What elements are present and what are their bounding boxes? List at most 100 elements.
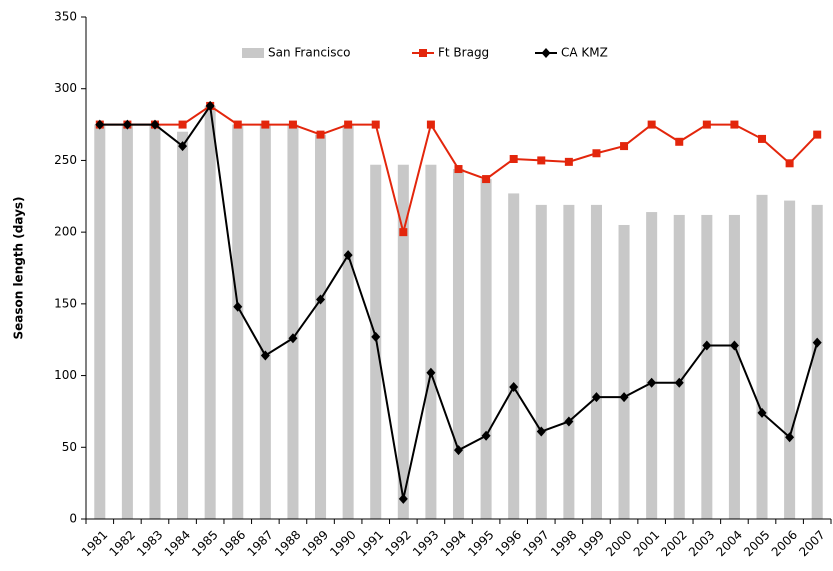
bar: [94, 124, 106, 520]
x-tick-label: 1994: [438, 528, 469, 559]
x-tick-label: 2003: [686, 528, 717, 559]
bar: [728, 214, 740, 519]
marker: [674, 377, 684, 388]
marker: [730, 120, 739, 129]
bar: [452, 169, 465, 519]
x-tick-label: 1993: [410, 528, 441, 559]
bar: [480, 179, 492, 519]
x-tick-label: 1981: [79, 528, 110, 559]
y-tick-label: 250: [54, 153, 77, 167]
bar: [121, 124, 133, 520]
marker: [482, 175, 491, 184]
bar: [342, 124, 354, 520]
bar: [784, 200, 796, 520]
marker: [454, 445, 463, 456]
bar: [508, 193, 520, 519]
x-tick-label: 2006: [769, 528, 800, 559]
x-tick-label: 1992: [382, 528, 413, 559]
bar: [811, 204, 823, 520]
legend-label: San Francisco: [268, 46, 350, 60]
x-tick-label: 2004: [714, 528, 745, 559]
marker: [564, 416, 574, 427]
y-tick-label: 350: [54, 10, 77, 24]
marker: [454, 165, 463, 174]
marker: [205, 100, 215, 111]
marker: [812, 337, 822, 348]
marker: [785, 159, 794, 168]
bar: [673, 214, 685, 519]
x-tick-label: 2000: [603, 528, 634, 559]
marker: [757, 407, 767, 418]
x-tick-label: 1991: [355, 528, 386, 559]
bar: [204, 105, 216, 519]
marker: [419, 49, 427, 57]
marker: [647, 377, 657, 388]
marker: [481, 430, 491, 441]
x-tick-label: 1997: [520, 528, 551, 559]
x-tick-label: 1990: [327, 528, 358, 559]
marker: [150, 119, 160, 130]
marker: [813, 130, 822, 139]
bar: [259, 124, 271, 520]
x-tick-label: 2005: [741, 528, 772, 559]
x-tick-label: 2007: [796, 528, 827, 559]
marker: [399, 228, 408, 237]
marker: [260, 350, 270, 361]
legend-label: Ft Bragg: [438, 46, 489, 60]
marker: [509, 382, 519, 393]
marker: [288, 120, 297, 129]
bar: [590, 204, 602, 520]
bar: [315, 134, 327, 519]
bar: [425, 164, 437, 519]
y-tick-label: 50: [62, 440, 77, 454]
x-tick-label: 1998: [548, 528, 579, 559]
x-tick-label: 2001: [631, 528, 662, 559]
x-tick-label: 1999: [576, 528, 607, 559]
bar: [177, 131, 189, 519]
x-tick-label: 1982: [106, 528, 137, 559]
bar: [397, 164, 409, 519]
x-tick-label: 1986: [217, 528, 248, 559]
marker: [261, 120, 270, 129]
marker: [758, 134, 767, 143]
x-tick-label: 1996: [493, 528, 524, 559]
legend-swatch: [242, 48, 264, 58]
y-tick-label: 200: [54, 225, 77, 239]
marker: [122, 119, 132, 130]
marker: [316, 130, 325, 139]
y-tick-label: 300: [54, 81, 77, 95]
marker: [233, 120, 242, 129]
marker: [702, 120, 711, 129]
marker: [619, 392, 629, 403]
bar: [646, 212, 658, 519]
x-tick-label: 1989: [300, 528, 331, 559]
marker: [343, 250, 353, 261]
marker: [785, 432, 795, 443]
marker: [178, 120, 187, 129]
bar: [618, 224, 630, 519]
marker: [95, 119, 105, 130]
y-axis-label: Season length (days): [12, 196, 26, 339]
x-tick-label: 2002: [658, 528, 689, 559]
y-tick-label: 0: [69, 512, 77, 526]
marker: [288, 333, 298, 344]
marker: [541, 48, 551, 58]
marker: [426, 367, 436, 378]
marker: [509, 154, 518, 163]
x-tick-label: 1983: [134, 528, 165, 559]
marker: [426, 120, 435, 129]
marker: [344, 120, 353, 129]
marker: [536, 426, 546, 437]
marker: [564, 157, 573, 166]
legend-label: CA KMZ: [561, 46, 608, 60]
bar: [232, 124, 244, 520]
x-tick-label: 1995: [465, 528, 496, 559]
marker: [591, 392, 601, 403]
marker: [537, 156, 546, 165]
bar: [756, 194, 768, 519]
bar: [149, 124, 161, 520]
marker: [398, 493, 408, 504]
marker: [233, 301, 243, 312]
y-tick-label: 100: [54, 368, 77, 382]
